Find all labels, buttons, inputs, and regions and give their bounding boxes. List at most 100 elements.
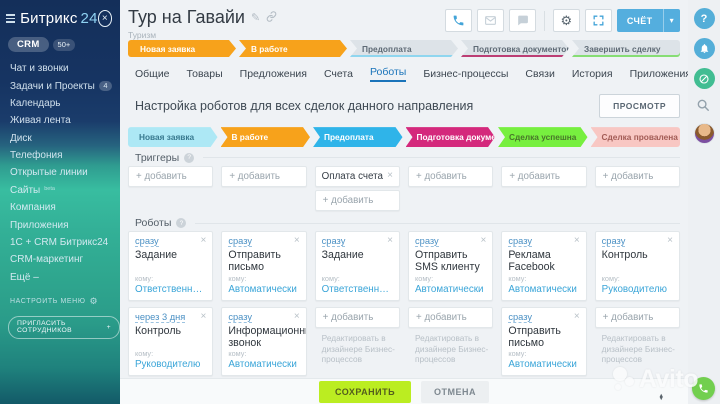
robot-assignee-link[interactable]: Автоматически — [508, 359, 577, 371]
sidebar-item-crm[interactable]: CRM 50+ — [8, 37, 120, 52]
tab-history[interactable]: История — [571, 67, 613, 80]
tab-business-processes[interactable]: Бизнес-процессы — [423, 67, 509, 80]
link-icon[interactable] — [266, 10, 277, 25]
robot-assignee-link[interactable]: Руководителю — [135, 359, 201, 371]
footer-bar: СОХРАНИТЬ ОТМЕНА — [120, 378, 688, 404]
info-icon[interactable]: ? — [184, 152, 195, 163]
sidebar-item-feed[interactable]: Живая лента — [10, 115, 71, 127]
info-icon[interactable]: ? — [176, 218, 187, 228]
view-button[interactable]: ПРОСМОТР — [599, 94, 680, 119]
close-icon[interactable]: × — [293, 235, 300, 247]
robot-assignee-link[interactable]: Ответственный ме… — [135, 283, 206, 295]
close-icon[interactable]: × — [480, 235, 487, 247]
close-icon[interactable]: × — [200, 310, 207, 322]
sidebar-item-company[interactable]: Компания — [10, 202, 56, 214]
chevron-down-icon[interactable]: ▾ — [662, 9, 680, 32]
webphone-button[interactable] — [692, 377, 715, 400]
search-icon[interactable] — [696, 98, 712, 114]
add-trigger-button[interactable]: + добавить — [594, 165, 680, 187]
robot-when-link[interactable]: через 3 дня — [135, 311, 186, 323]
robot-when-link[interactable]: сразу — [228, 236, 253, 248]
invoice-button[interactable]: СЧЁТ ▾ — [616, 9, 680, 32]
close-icon[interactable]: × — [293, 310, 300, 322]
stage-columns-header: Новая заявка В работе Предоплата Подгото… — [128, 124, 680, 149]
status-icon[interactable] — [693, 68, 715, 89]
tab-robots[interactable]: Роботы — [369, 66, 407, 82]
sidebar-item-calendar[interactable]: Календарь — [10, 97, 61, 109]
tab-general[interactable]: Общие — [135, 67, 170, 80]
edit-title-icon[interactable]: ✎ — [250, 12, 261, 24]
sidebar-item-telephony[interactable]: Телефония — [10, 150, 63, 162]
add-robot-button[interactable]: + добавить — [408, 306, 494, 328]
close-icon[interactable]: × — [667, 235, 673, 247]
add-trigger-button[interactable]: + добавить — [221, 165, 307, 187]
robot-when-link[interactable]: сразу — [321, 236, 346, 248]
designer-hint[interactable]: Редактировать в дизайнере Бизнес-процесс… — [601, 332, 675, 365]
sidebar-item-tasks[interactable]: Задачи и Проекты 4 — [0, 77, 120, 94]
user-avatar[interactable] — [693, 123, 715, 144]
stage-col-prepay: Предоплата — [313, 127, 403, 147]
tab-applications[interactable]: Приложения — [629, 67, 691, 80]
sidebar-item-more[interactable]: Ещё – — [10, 271, 39, 283]
sidebar-item-openlines[interactable]: Открытые линии — [10, 167, 88, 179]
designer-hint[interactable]: Редактировать в дизайнере Бизнес-процесс… — [321, 332, 395, 365]
notifications-bell-icon[interactable] — [693, 38, 715, 59]
robot-when-link[interactable]: сразу — [415, 236, 439, 248]
close-icon[interactable]: × — [573, 310, 580, 322]
close-icon[interactable]: × — [387, 235, 393, 247]
cancel-button[interactable]: ОТМЕНА — [421, 380, 490, 403]
stage-top-prepay[interactable]: Предоплата — [350, 40, 458, 57]
robot-when-link[interactable]: сразу — [508, 311, 533, 323]
chat-button[interactable] — [508, 9, 536, 32]
sidebar-item-chat[interactable]: Чат и звонки — [10, 63, 69, 75]
save-button[interactable]: СОХРАНИТЬ — [318, 380, 412, 403]
robot-assignee-link[interactable]: Руководителю — [601, 283, 668, 295]
robots-settings-title: Настройка роботов для всех сделок данног… — [135, 99, 474, 114]
add-robot-button[interactable]: + добавить — [594, 306, 680, 328]
robot-when-link[interactable]: сразу — [135, 236, 159, 248]
email-button[interactable] — [476, 9, 504, 32]
add-robot-button[interactable]: + добавить — [314, 306, 400, 328]
sidebar-close-icon[interactable]: × — [97, 10, 112, 27]
stage-top-finish[interactable]: Завершить сделку — [572, 40, 680, 57]
close-icon[interactable]: × — [573, 235, 580, 247]
call-button[interactable] — [444, 9, 472, 32]
robot-when-link[interactable]: сразу — [601, 236, 626, 248]
robot-assignee-link[interactable]: Ответственный ме… — [321, 283, 393, 295]
sidebar-item-1c-crm[interactable]: 1С + CRM Битрикс24 — [10, 236, 109, 248]
tab-products[interactable]: Товары — [186, 67, 223, 80]
close-icon[interactable]: × — [387, 170, 393, 182]
tab-links[interactable]: Связи — [525, 67, 555, 80]
close-icon[interactable]: × — [200, 235, 207, 247]
robot-assignee-link[interactable]: Автоматически — [415, 283, 484, 295]
add-trigger-button[interactable]: + добавить — [501, 165, 587, 187]
robot-card: сразу× Задание кому:Ответственный ме… — [314, 231, 400, 301]
designer-hint[interactable]: Редактировать в дизайнере Бизнес-процесс… — [415, 332, 489, 365]
crm-badge[interactable]: CRM — [8, 37, 49, 52]
stage-top-new[interactable]: Новая заявка — [128, 40, 236, 57]
sidebar-item-apps[interactable]: Приложения — [10, 219, 69, 231]
robot-card: сразу× Задание кому:Ответственный ме… — [128, 231, 214, 301]
trigger-card-invoice-paid[interactable]: Оплата счета × — [314, 165, 400, 187]
sidebar-item-sites[interactable]: Сайты beta — [10, 184, 55, 196]
stage-top-docs[interactable]: Подготовка документов — [461, 40, 569, 57]
robot-assignee-link[interactable]: Автоматически — [508, 283, 577, 295]
invite-employees-button[interactable]: ПРИГЛАСИТЬ СОТРУДНИКОВ + — [8, 315, 120, 339]
sidebar-item-drive[interactable]: Диск — [10, 132, 32, 144]
robot-when-link[interactable]: сразу — [228, 311, 253, 323]
sidebar-item-crm-marketing[interactable]: CRM-маркетинг — [10, 254, 84, 266]
tab-invoices[interactable]: Счета — [323, 67, 353, 80]
tab-quotes[interactable]: Предложения — [239, 67, 307, 80]
add-trigger-button[interactable]: + добавить — [408, 165, 494, 187]
hamburger-menu-icon[interactable] — [6, 14, 16, 23]
settings-button[interactable]: ⚙ — [552, 9, 580, 32]
fullscreen-button[interactable] — [584, 9, 612, 32]
add-trigger-button[interactable]: + добавить — [314, 189, 400, 211]
stage-top-inwork[interactable]: В работе — [239, 40, 347, 57]
add-trigger-button[interactable]: + добавить — [128, 165, 214, 187]
robot-when-link[interactable]: сразу — [508, 236, 533, 248]
robot-assignee-link[interactable]: Автоматически — [228, 283, 297, 295]
help-button[interactable]: ? — [693, 8, 715, 29]
robot-assignee-link[interactable]: Автоматически — [228, 359, 297, 371]
configure-menu-button[interactable]: НАСТРОИТЬ МЕНЮ ⚙ — [10, 295, 99, 306]
